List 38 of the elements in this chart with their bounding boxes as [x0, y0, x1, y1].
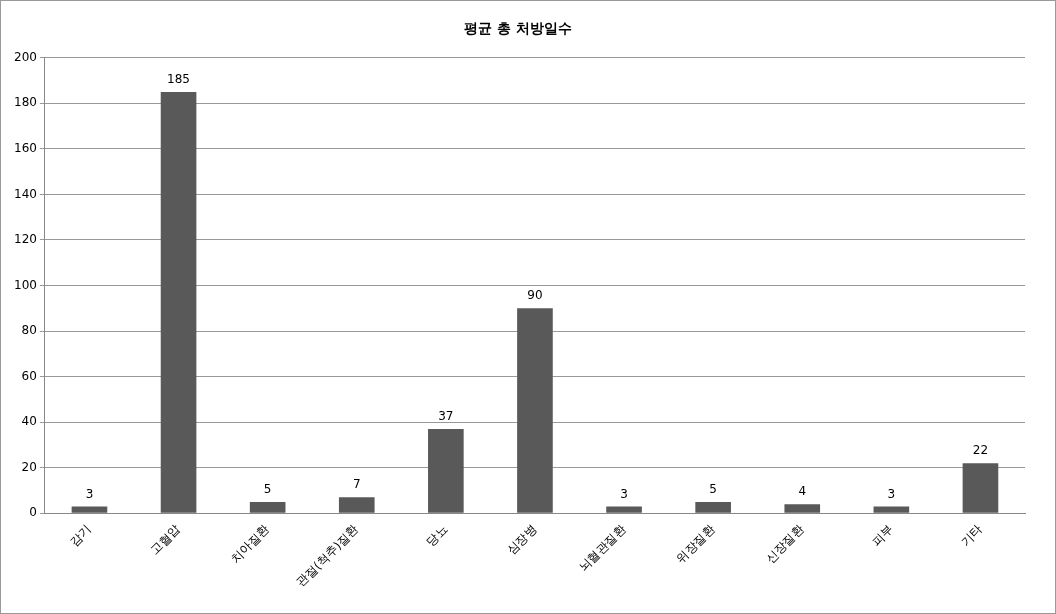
bar [873, 506, 910, 513]
x-tick-label: 피부 [868, 521, 896, 549]
y-tick-label: 80 [21, 323, 37, 338]
data-label: 3 [85, 486, 94, 501]
data-label: 7 [352, 477, 361, 492]
bar [71, 506, 108, 513]
data-label: 3 [620, 486, 628, 501]
data-label: 3 [887, 486, 896, 501]
data-label: 4 [798, 484, 807, 499]
bar [695, 501, 731, 513]
y-tick-label: 100 [14, 277, 37, 292]
y-tick-label: 0 [29, 505, 37, 520]
bar [160, 91, 197, 513]
y-tick-label: 180 [14, 95, 37, 110]
data-label: 37 [438, 409, 454, 424]
y-tick-label: 160 [14, 141, 37, 156]
chart-title: 평균 총 처방일수 [464, 20, 572, 37]
bar [249, 501, 286, 513]
x-tick-label: 기타 [957, 521, 985, 549]
data-label: 90 [527, 288, 543, 303]
data-label: 5 [709, 482, 717, 497]
bar [428, 429, 464, 513]
bar [784, 504, 821, 513]
bar [517, 308, 553, 513]
y-tick-label: 120 [14, 232, 37, 247]
data-label: 5 [263, 482, 272, 497]
y-tick-label: 20 [21, 459, 37, 474]
x-tick-label: 당뇨 [423, 521, 451, 549]
bar [606, 506, 642, 513]
bar [962, 463, 999, 513]
bar [338, 497, 375, 513]
data-label: 185 [167, 72, 191, 87]
y-tick-label: 140 [14, 186, 37, 201]
data-label: 22 [972, 443, 989, 458]
y-tick-label: 200 [14, 49, 37, 64]
y-tick-label: 60 [21, 368, 37, 383]
y-tick-label: 40 [21, 414, 37, 429]
x-tick-label: 감기 [66, 521, 94, 549]
